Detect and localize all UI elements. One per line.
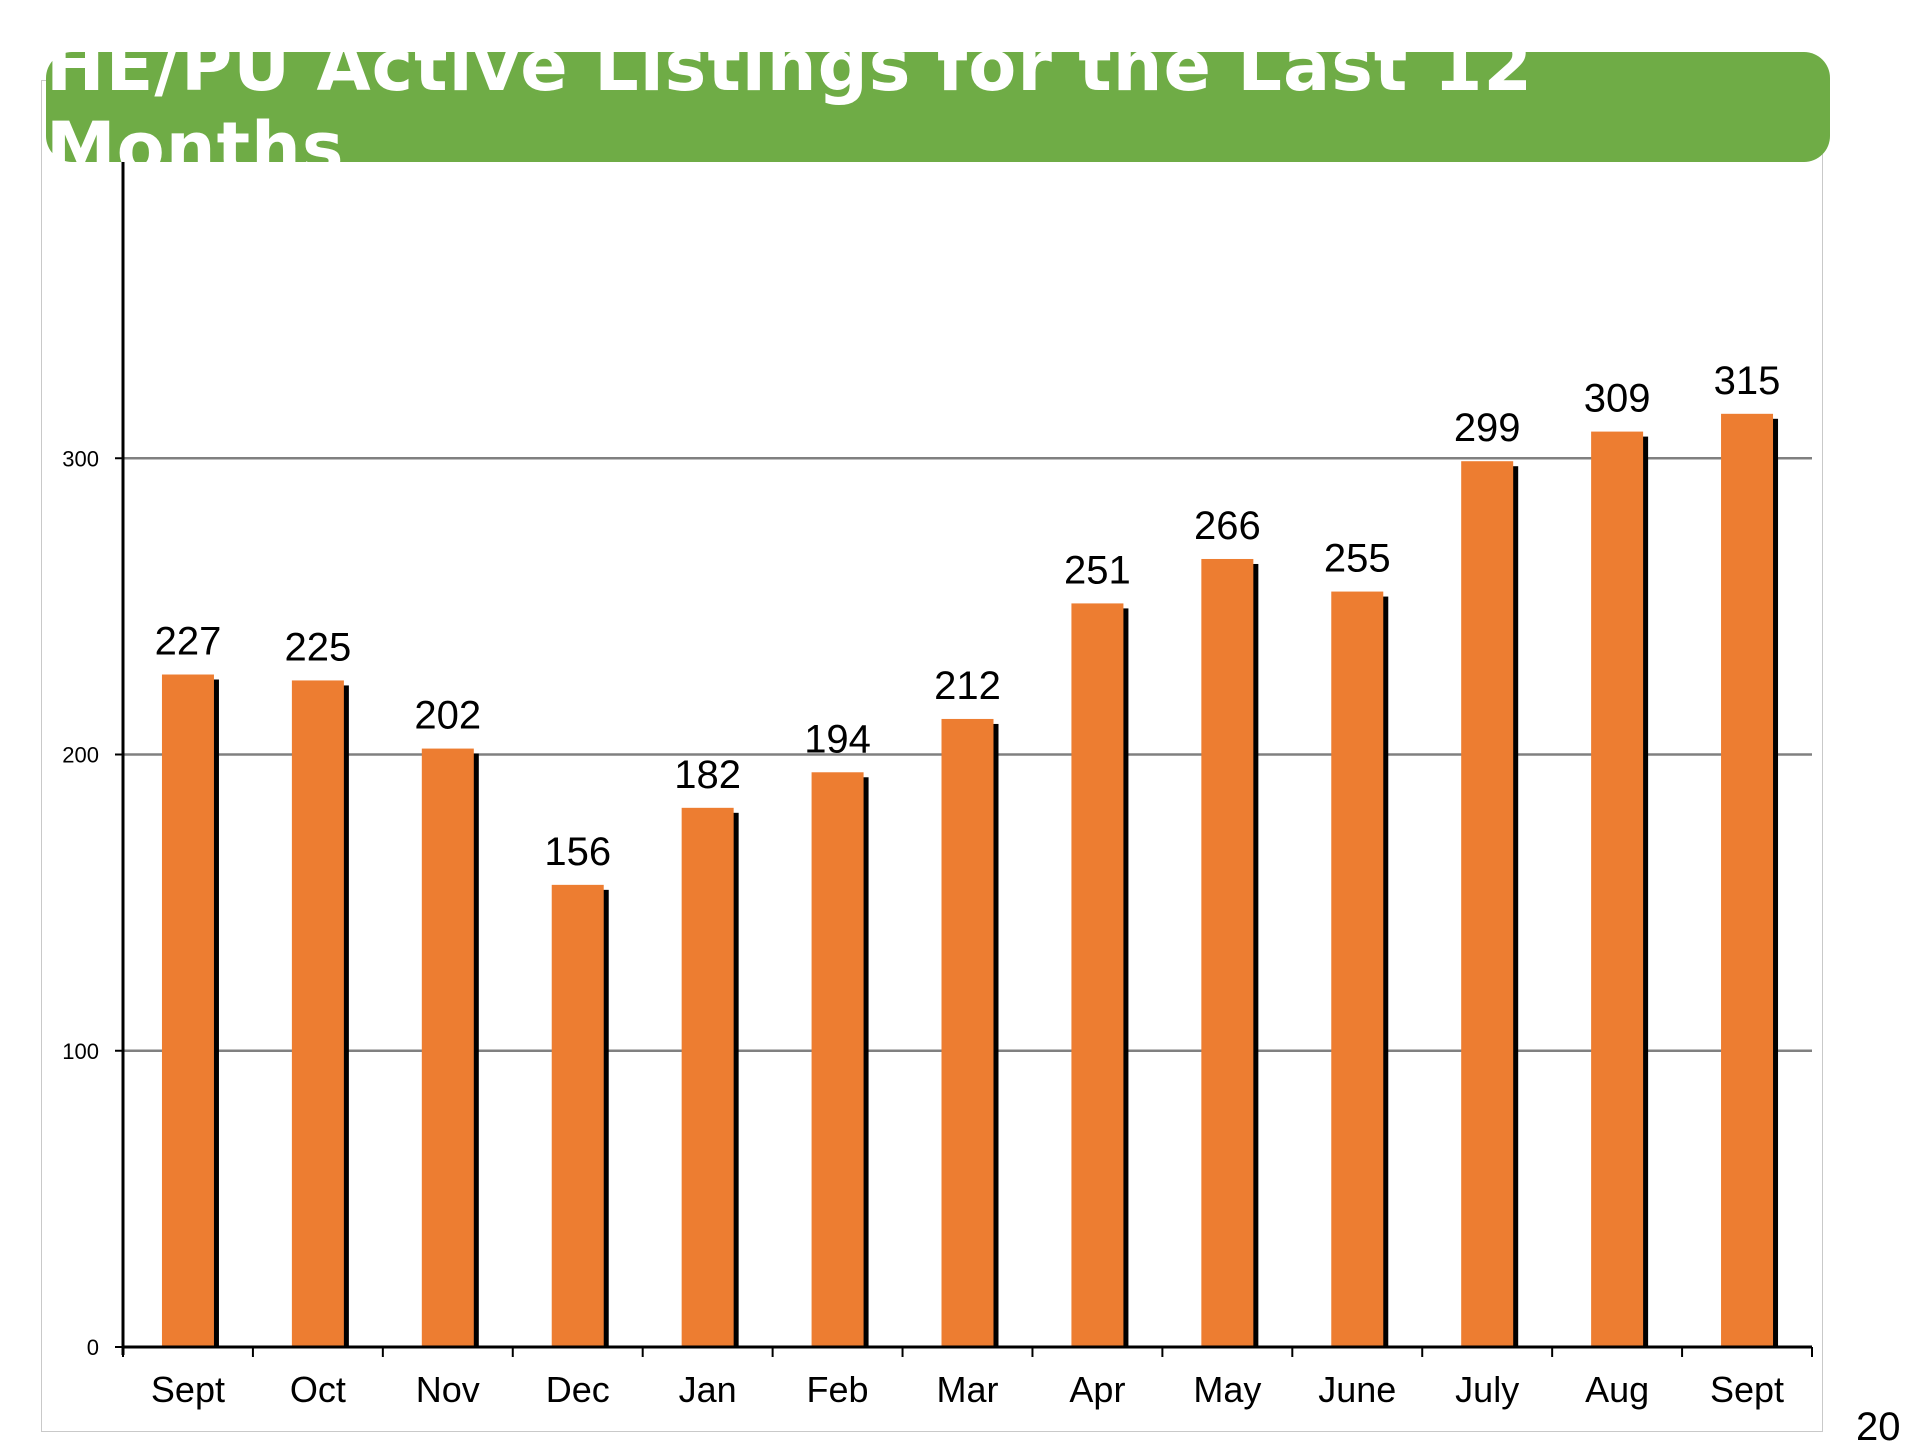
x-tick-label: Dec xyxy=(546,1369,610,1410)
data-label: 202 xyxy=(414,694,481,738)
data-label: 309 xyxy=(1584,377,1651,421)
x-tick-label: Nov xyxy=(416,1369,480,1410)
x-tick-label: Jan xyxy=(679,1369,737,1410)
bar xyxy=(1201,558,1254,1347)
x-tick-label: Feb xyxy=(807,1369,869,1410)
bar xyxy=(551,884,604,1347)
bar xyxy=(1331,591,1384,1347)
bar xyxy=(421,748,474,1347)
x-tick-label: Apr xyxy=(1069,1369,1125,1410)
bar xyxy=(811,772,864,1347)
data-label: 299 xyxy=(1454,406,1521,450)
bar xyxy=(161,674,214,1347)
y-tick-label: 300 xyxy=(62,446,99,471)
bar xyxy=(1461,461,1514,1347)
x-tick-label: Mar xyxy=(937,1369,999,1410)
bar xyxy=(681,807,734,1347)
data-label: 156 xyxy=(544,830,611,874)
data-label: 255 xyxy=(1324,537,1391,581)
data-label: 212 xyxy=(934,664,1001,708)
y-tick-label: 200 xyxy=(62,743,99,768)
x-tick-label: Oct xyxy=(290,1369,346,1410)
data-label: 225 xyxy=(285,625,352,669)
data-label: 194 xyxy=(804,717,871,761)
data-label: 182 xyxy=(674,753,741,797)
x-tick-label: June xyxy=(1318,1369,1396,1410)
x-tick-label: Aug xyxy=(1585,1369,1649,1410)
data-label: 266 xyxy=(1194,504,1261,548)
y-tick-label: 0 xyxy=(87,1335,99,1360)
bar xyxy=(941,718,994,1347)
data-label: 315 xyxy=(1714,359,1781,403)
x-tick-label: Sept xyxy=(1710,1369,1784,1410)
bar xyxy=(291,680,344,1347)
bar xyxy=(1591,431,1644,1347)
x-tick-label: May xyxy=(1193,1369,1261,1410)
bar xyxy=(1721,413,1774,1347)
x-tick-label: July xyxy=(1455,1369,1519,1410)
chart-title: HE/PU Active Listings for the Last 12 Mo… xyxy=(46,25,1534,189)
title-banner: HE/PU Active Listings for the Last 12 Mo… xyxy=(46,25,1830,189)
page-number: 20 xyxy=(1856,1405,1901,1449)
data-label: 227 xyxy=(155,620,222,664)
y-tick-label: 100 xyxy=(62,1039,99,1064)
bar xyxy=(1071,603,1124,1347)
data-label: 251 xyxy=(1064,548,1131,592)
x-tick-label: Sept xyxy=(151,1369,225,1410)
